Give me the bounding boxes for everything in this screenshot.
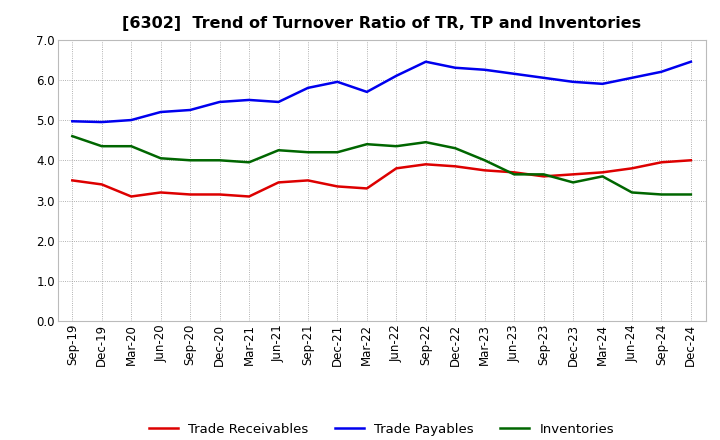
Trade Payables xyxy=(274,99,283,105)
Trade Payables xyxy=(68,119,76,124)
Trade Receivables xyxy=(657,160,666,165)
Trade Receivables xyxy=(687,158,696,163)
Trade Payables xyxy=(127,117,135,123)
Trade Payables xyxy=(186,107,194,113)
Inventories xyxy=(392,143,400,149)
Trade Receivables xyxy=(539,174,548,179)
Inventories xyxy=(68,133,76,139)
Inventories xyxy=(363,142,372,147)
Trade Receivables xyxy=(333,184,342,189)
Trade Receivables xyxy=(363,186,372,191)
Trade Receivables xyxy=(97,182,106,187)
Line: Trade Payables: Trade Payables xyxy=(72,62,691,122)
Trade Receivables xyxy=(215,192,224,197)
Trade Receivables xyxy=(156,190,165,195)
Trade Payables xyxy=(539,75,548,81)
Inventories xyxy=(97,143,106,149)
Inventories xyxy=(510,172,518,177)
Inventories xyxy=(421,139,430,145)
Inventories xyxy=(333,150,342,155)
Inventories xyxy=(657,192,666,197)
Trade Receivables xyxy=(451,164,459,169)
Trade Receivables xyxy=(628,166,636,171)
Trade Receivables xyxy=(186,192,194,197)
Inventories xyxy=(186,158,194,163)
Trade Payables xyxy=(598,81,607,87)
Inventories xyxy=(569,180,577,185)
Inventories xyxy=(156,156,165,161)
Inventories xyxy=(539,172,548,177)
Inventories xyxy=(480,158,489,163)
Line: Inventories: Inventories xyxy=(72,136,691,194)
Inventories xyxy=(215,158,224,163)
Trade Payables xyxy=(628,75,636,81)
Trade Payables xyxy=(392,73,400,78)
Inventories xyxy=(628,190,636,195)
Trade Payables xyxy=(510,71,518,77)
Trade Payables xyxy=(97,119,106,125)
Trade Receivables xyxy=(274,180,283,185)
Line: Trade Receivables: Trade Receivables xyxy=(72,160,691,197)
Trade Receivables xyxy=(68,178,76,183)
Trade Receivables xyxy=(598,170,607,175)
Trade Receivables xyxy=(245,194,253,199)
Trade Payables xyxy=(451,65,459,70)
Inventories xyxy=(451,146,459,151)
Trade Payables xyxy=(569,79,577,84)
Trade Payables xyxy=(421,59,430,64)
Trade Payables xyxy=(215,99,224,105)
Inventories xyxy=(127,143,135,149)
Inventories xyxy=(274,147,283,153)
Trade Receivables xyxy=(127,194,135,199)
Trade Payables xyxy=(245,97,253,103)
Trade Payables xyxy=(363,89,372,95)
Inventories xyxy=(598,174,607,179)
Trade Receivables xyxy=(304,178,312,183)
Trade Payables xyxy=(687,59,696,64)
Trade Payables xyxy=(333,79,342,84)
Title: [6302]  Trend of Turnover Ratio of TR, TP and Inventories: [6302] Trend of Turnover Ratio of TR, TP… xyxy=(122,16,642,32)
Trade Receivables xyxy=(421,161,430,167)
Inventories xyxy=(245,160,253,165)
Trade Payables xyxy=(480,67,489,73)
Trade Receivables xyxy=(510,170,518,175)
Trade Payables xyxy=(304,85,312,91)
Trade Payables xyxy=(156,110,165,115)
Inventories xyxy=(304,150,312,155)
Trade Payables xyxy=(657,69,666,74)
Trade Receivables xyxy=(569,172,577,177)
Trade Receivables xyxy=(480,168,489,173)
Legend: Trade Receivables, Trade Payables, Inventories: Trade Receivables, Trade Payables, Inven… xyxy=(143,418,620,440)
Trade Receivables xyxy=(392,166,400,171)
Inventories xyxy=(687,192,696,197)
